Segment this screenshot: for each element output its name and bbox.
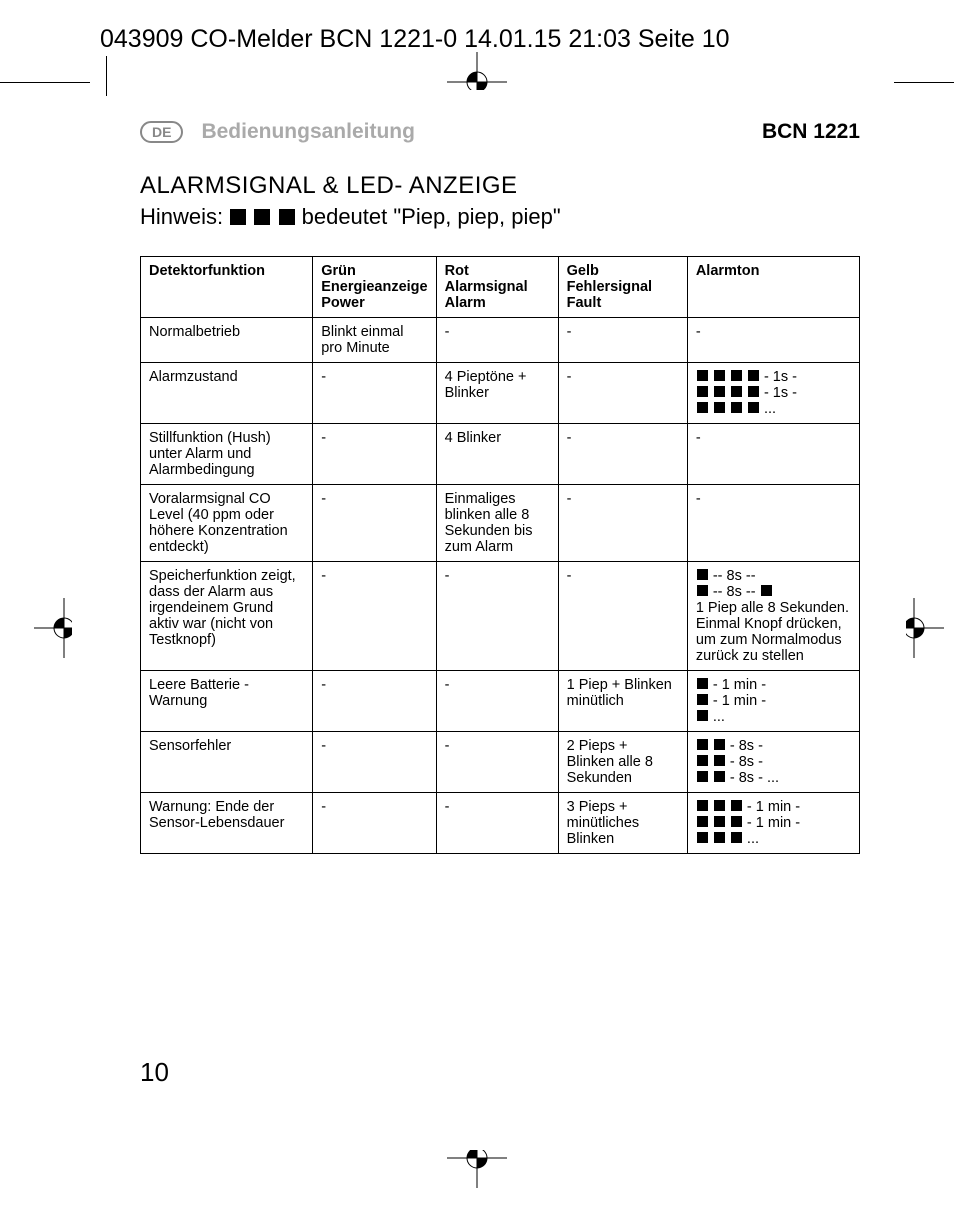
th-green: Grün Energieanzeige Power <box>313 257 436 318</box>
cell: - <box>313 732 436 793</box>
beep-icon <box>230 209 246 225</box>
cell: Einmaliges blinken alle 8 Sekunden bis z… <box>436 485 558 562</box>
cell: - <box>313 562 436 671</box>
table-row: Leere Batterie - Warnung - - 1 Piep + Bl… <box>141 671 860 732</box>
register-mark-top <box>447 52 507 90</box>
cell: Warnung: Ende der Sensor-Lebensdauer <box>141 793 313 854</box>
cell: - <box>436 671 558 732</box>
page-number: 10 <box>140 1057 169 1088</box>
beep-icon <box>279 209 295 225</box>
cell-alarm-pattern: - 1s - - 1s - ... <box>687 363 859 424</box>
cell: - <box>558 485 687 562</box>
cell: - <box>313 793 436 854</box>
cell: Speicherfunktion zeigt, dass der Alarm a… <box>141 562 313 671</box>
hint-suffix: bedeutet "Piep, piep, piep" <box>296 204 561 229</box>
crop-line <box>106 56 107 96</box>
table-row: Speicherfunktion zeigt, dass der Alarm a… <box>141 562 860 671</box>
th-yellow: Gelb Fehlersignal Fault <box>558 257 687 318</box>
crop-line <box>0 82 90 83</box>
cell: Blinkt einmal pro Minute <box>313 318 436 363</box>
section-title: ALARMSIGNAL & LED- ANZEIGE <box>140 172 860 200</box>
table-row: Normalbetrieb Blinkt einmal pro Minute -… <box>141 318 860 363</box>
hint-prefix: Hinweis: <box>140 204 229 229</box>
alarm-signal-table: Detektorfunktion Grün Energieanzeige Pow… <box>140 256 860 854</box>
cell: - <box>436 562 558 671</box>
th-detector: Detektorfunktion <box>141 257 313 318</box>
cell: Sensorfehler <box>141 732 313 793</box>
cell: - <box>687 318 859 363</box>
table-header-row: Detektorfunktion Grün Energieanzeige Pow… <box>141 257 860 318</box>
cell: 4 Pieptöne + Blinker <box>436 363 558 424</box>
language-badge: DE <box>140 121 183 143</box>
table-row: Warnung: Ende der Sensor-Lebensdauer - -… <box>141 793 860 854</box>
cell: - <box>558 424 687 485</box>
cell: Normalbetrieb <box>141 318 313 363</box>
cell: 4 Blinker <box>436 424 558 485</box>
beep-icon <box>254 209 270 225</box>
cell: Voralarmsignal CO Level (40 ppm oder höh… <box>141 485 313 562</box>
cell: - <box>313 424 436 485</box>
cell: - <box>313 485 436 562</box>
cell-alarm-pattern: -- 8s -- -- 8s -- 1 Piep alle 8 Sekunden… <box>687 562 859 671</box>
cell: - <box>436 318 558 363</box>
pdf-header-line: 043909 CO-Melder BCN 1221-0 14.01.15 21:… <box>100 25 730 54</box>
cell-alarm-pattern: - 1 min - - 1 min - ... <box>687 793 859 854</box>
th-red: Rot Alarmsignal Alarm <box>436 257 558 318</box>
cell: 3 Pieps + minütliches Blinken <box>558 793 687 854</box>
cell: - <box>313 363 436 424</box>
cell: - <box>687 424 859 485</box>
cell: - <box>558 562 687 671</box>
cell: Stillfunktion (Hush) unter Alarm und Ala… <box>141 424 313 485</box>
table-row: Sensorfehler - - 2 Pieps + Blinken alle … <box>141 732 860 793</box>
register-mark-bottom <box>447 1150 507 1188</box>
hint-line: Hinweis: bedeutet "Piep, piep, piep" <box>140 204 860 230</box>
cell: - <box>436 793 558 854</box>
register-mark-left <box>34 598 72 658</box>
model-number: BCN 1221 <box>762 120 860 144</box>
cell: Leere Batterie - Warnung <box>141 671 313 732</box>
cell: Alarmzustand <box>141 363 313 424</box>
table-row: Stillfunktion (Hush) unter Alarm und Ala… <box>141 424 860 485</box>
cell-alarm-pattern: - 1 min - - 1 min - ... <box>687 671 859 732</box>
cell-alarm-pattern: - 8s - - 8s - - 8s - ... <box>687 732 859 793</box>
cell: - <box>558 363 687 424</box>
cell: - <box>687 485 859 562</box>
cell: - <box>436 732 558 793</box>
cell: - <box>313 671 436 732</box>
document-title: Bedienungsanleitung <box>201 120 743 144</box>
page-content: DE Bedienungsanleitung BCN 1221 ALARMSIG… <box>140 120 860 854</box>
cell: 1 Piep + Blinken minütlich <box>558 671 687 732</box>
document-header: DE Bedienungsanleitung BCN 1221 <box>140 120 860 144</box>
register-mark-right <box>906 598 944 658</box>
table-row: Voralarmsignal CO Level (40 ppm oder höh… <box>141 485 860 562</box>
cell: - <box>558 318 687 363</box>
cell: 2 Pieps + Blinken alle 8 Sekunden <box>558 732 687 793</box>
th-alarm: Alarmton <box>687 257 859 318</box>
table-row: Alarmzustand - 4 Pieptöne + Blinker - - … <box>141 363 860 424</box>
crop-line <box>894 82 954 83</box>
